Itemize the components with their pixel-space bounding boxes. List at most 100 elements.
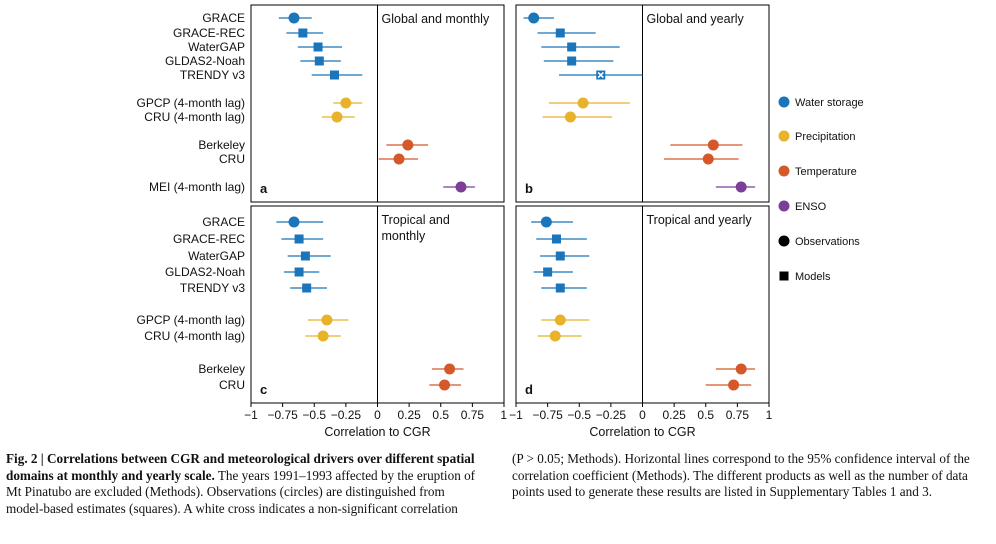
observation-marker (554, 314, 566, 326)
legend-item: Observations (778, 235, 860, 248)
legend-item: Temperature (778, 165, 857, 178)
row-label: GRACE-REC (173, 26, 245, 40)
model-marker (555, 28, 565, 38)
legend-item: Models (779, 271, 831, 283)
x-tick-label: −0.75 (267, 408, 298, 422)
model-marker (567, 42, 577, 52)
x-axis-label: Correlation to CGR (324, 425, 430, 439)
x-tick-label: −0.25 (596, 408, 627, 422)
model-marker (298, 28, 308, 38)
row-label: CRU (219, 152, 245, 166)
legend-label: Models (795, 271, 831, 283)
row-label: WaterGAP (188, 40, 245, 54)
observation-marker (402, 139, 414, 151)
non-significant-cross (597, 71, 604, 79)
panels: Global and monthlyaGRACEGRACE-RECWaterGA… (137, 4, 773, 439)
observation-marker (393, 153, 405, 165)
row-label: TRENDY v3 (180, 281, 245, 295)
model-marker (551, 234, 561, 244)
observation-marker (288, 12, 300, 24)
model-marker (543, 267, 553, 277)
row-label: GPCP (4-month lag) (137, 313, 246, 327)
legend-item: ENSO (778, 200, 827, 213)
model-marker (555, 283, 565, 293)
row-label: CRU (4-month lag) (144, 110, 245, 124)
panel-b: Global and yearly b (515, 4, 770, 203)
x-tick-label: −1 (244, 408, 258, 422)
x-tick-label: 0.25 (662, 408, 686, 422)
x-tick-label: −0.5 (302, 408, 326, 422)
x-tick-label: 0.75 (726, 408, 750, 422)
caption-right-text: (P > 0.05; Methods). Horizontal lines co… (512, 451, 970, 499)
row-label: Berkeley (198, 362, 245, 376)
row-label: GLDAS2-Noah (165, 265, 245, 279)
legend-item: Water storage (778, 96, 864, 109)
panel-letter: d (525, 382, 533, 397)
observation-marker (455, 181, 467, 193)
panel-title: Tropical and (382, 213, 450, 227)
model-marker (314, 56, 324, 66)
observation-marker (540, 216, 552, 228)
caption-right: (P > 0.05; Methods). Horizontal lines co… (512, 451, 996, 501)
panel-d: Tropical and yearly d−1 −0.75 −0.5 −0.25 0 0.2… (509, 205, 773, 439)
model-marker (567, 56, 577, 66)
caption-left: Fig. 2 | Correlations between CGR and me… (6, 451, 476, 517)
x-tick-label: 0.5 (697, 408, 714, 422)
x-tick-label: 0.75 (461, 408, 485, 422)
model-marker (329, 70, 339, 80)
row-label: GRACE (202, 215, 245, 229)
panel-letter: b (525, 181, 533, 196)
model-marker (294, 267, 304, 277)
model-marker (555, 251, 565, 261)
legend-label: ENSO (795, 201, 827, 213)
observation-marker (577, 97, 589, 109)
caption-left-text: The years 1991–1993 affected by the erup… (6, 467, 476, 516)
panel-title: Global and yearly (647, 12, 745, 26)
legend-label: Observations (795, 236, 860, 248)
observation-marker (549, 330, 561, 342)
panel-title: Tropical and yearly (647, 213, 753, 227)
row-label: GRACE (202, 11, 245, 25)
observation-marker (317, 330, 329, 342)
observation-marker (321, 314, 333, 326)
x-tick-label: −0.5 (567, 408, 591, 422)
observation-marker (340, 97, 352, 109)
panel-title: monthly (382, 229, 427, 243)
legend-marker (778, 200, 790, 212)
panel-letter: a (260, 181, 268, 196)
x-tick-label: −1 (509, 408, 523, 422)
legend-label: Temperature (795, 166, 857, 178)
observation-marker (735, 363, 747, 375)
x-tick-label: −0.25 (331, 408, 362, 422)
legend-item: Precipitation (778, 130, 856, 143)
model-marker (313, 42, 323, 52)
observation-marker (331, 111, 343, 123)
x-tick-label: 0.5 (432, 408, 449, 422)
observation-marker (728, 379, 740, 391)
legend-label: Precipitation (795, 131, 856, 143)
observation-marker (702, 153, 714, 165)
row-label: TRENDY v3 (180, 68, 245, 82)
observation-marker (707, 139, 719, 151)
row-label: GPCP (4-month lag) (137, 96, 246, 110)
panel-a: Global and monthly a GRACEGRACE-RECWaterGA… (137, 4, 505, 203)
legend-label: Water storage (795, 97, 864, 109)
caption-fig-label: Fig. 2 | Correlations between CGR and me… (6, 451, 475, 483)
row-label: CRU (4-month lag) (144, 329, 245, 343)
panel-letter: c (260, 382, 267, 397)
x-axis-label: Correlation to CGR (589, 425, 695, 439)
observation-marker (564, 111, 576, 123)
legend-marker (778, 165, 790, 177)
observation-marker (444, 363, 456, 375)
row-label: WaterGAP (188, 249, 245, 263)
row-label: GLDAS2-Noah (165, 54, 245, 68)
observation-marker (288, 216, 300, 228)
observation-marker (735, 181, 747, 193)
row-label: Berkeley (198, 138, 245, 152)
x-tick-label: 0 (639, 408, 646, 422)
panel-title: Global and monthly (382, 12, 490, 26)
observation-marker (528, 12, 540, 24)
x-tick-label: −0.75 (532, 408, 563, 422)
legend-marker (778, 130, 790, 142)
model-marker (302, 283, 312, 293)
